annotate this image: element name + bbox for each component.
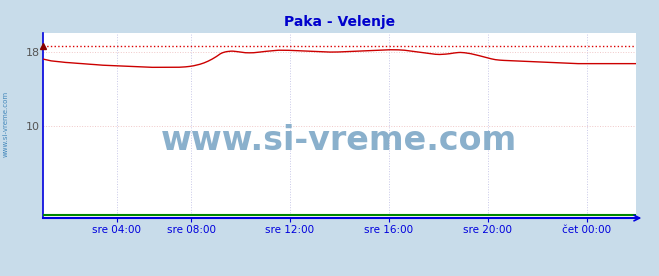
Text: www.si-vreme.com: www.si-vreme.com	[2, 91, 9, 157]
Text: www.si-vreme.com: www.si-vreme.com	[161, 124, 517, 157]
Title: Paka - Velenje: Paka - Velenje	[284, 15, 395, 29]
